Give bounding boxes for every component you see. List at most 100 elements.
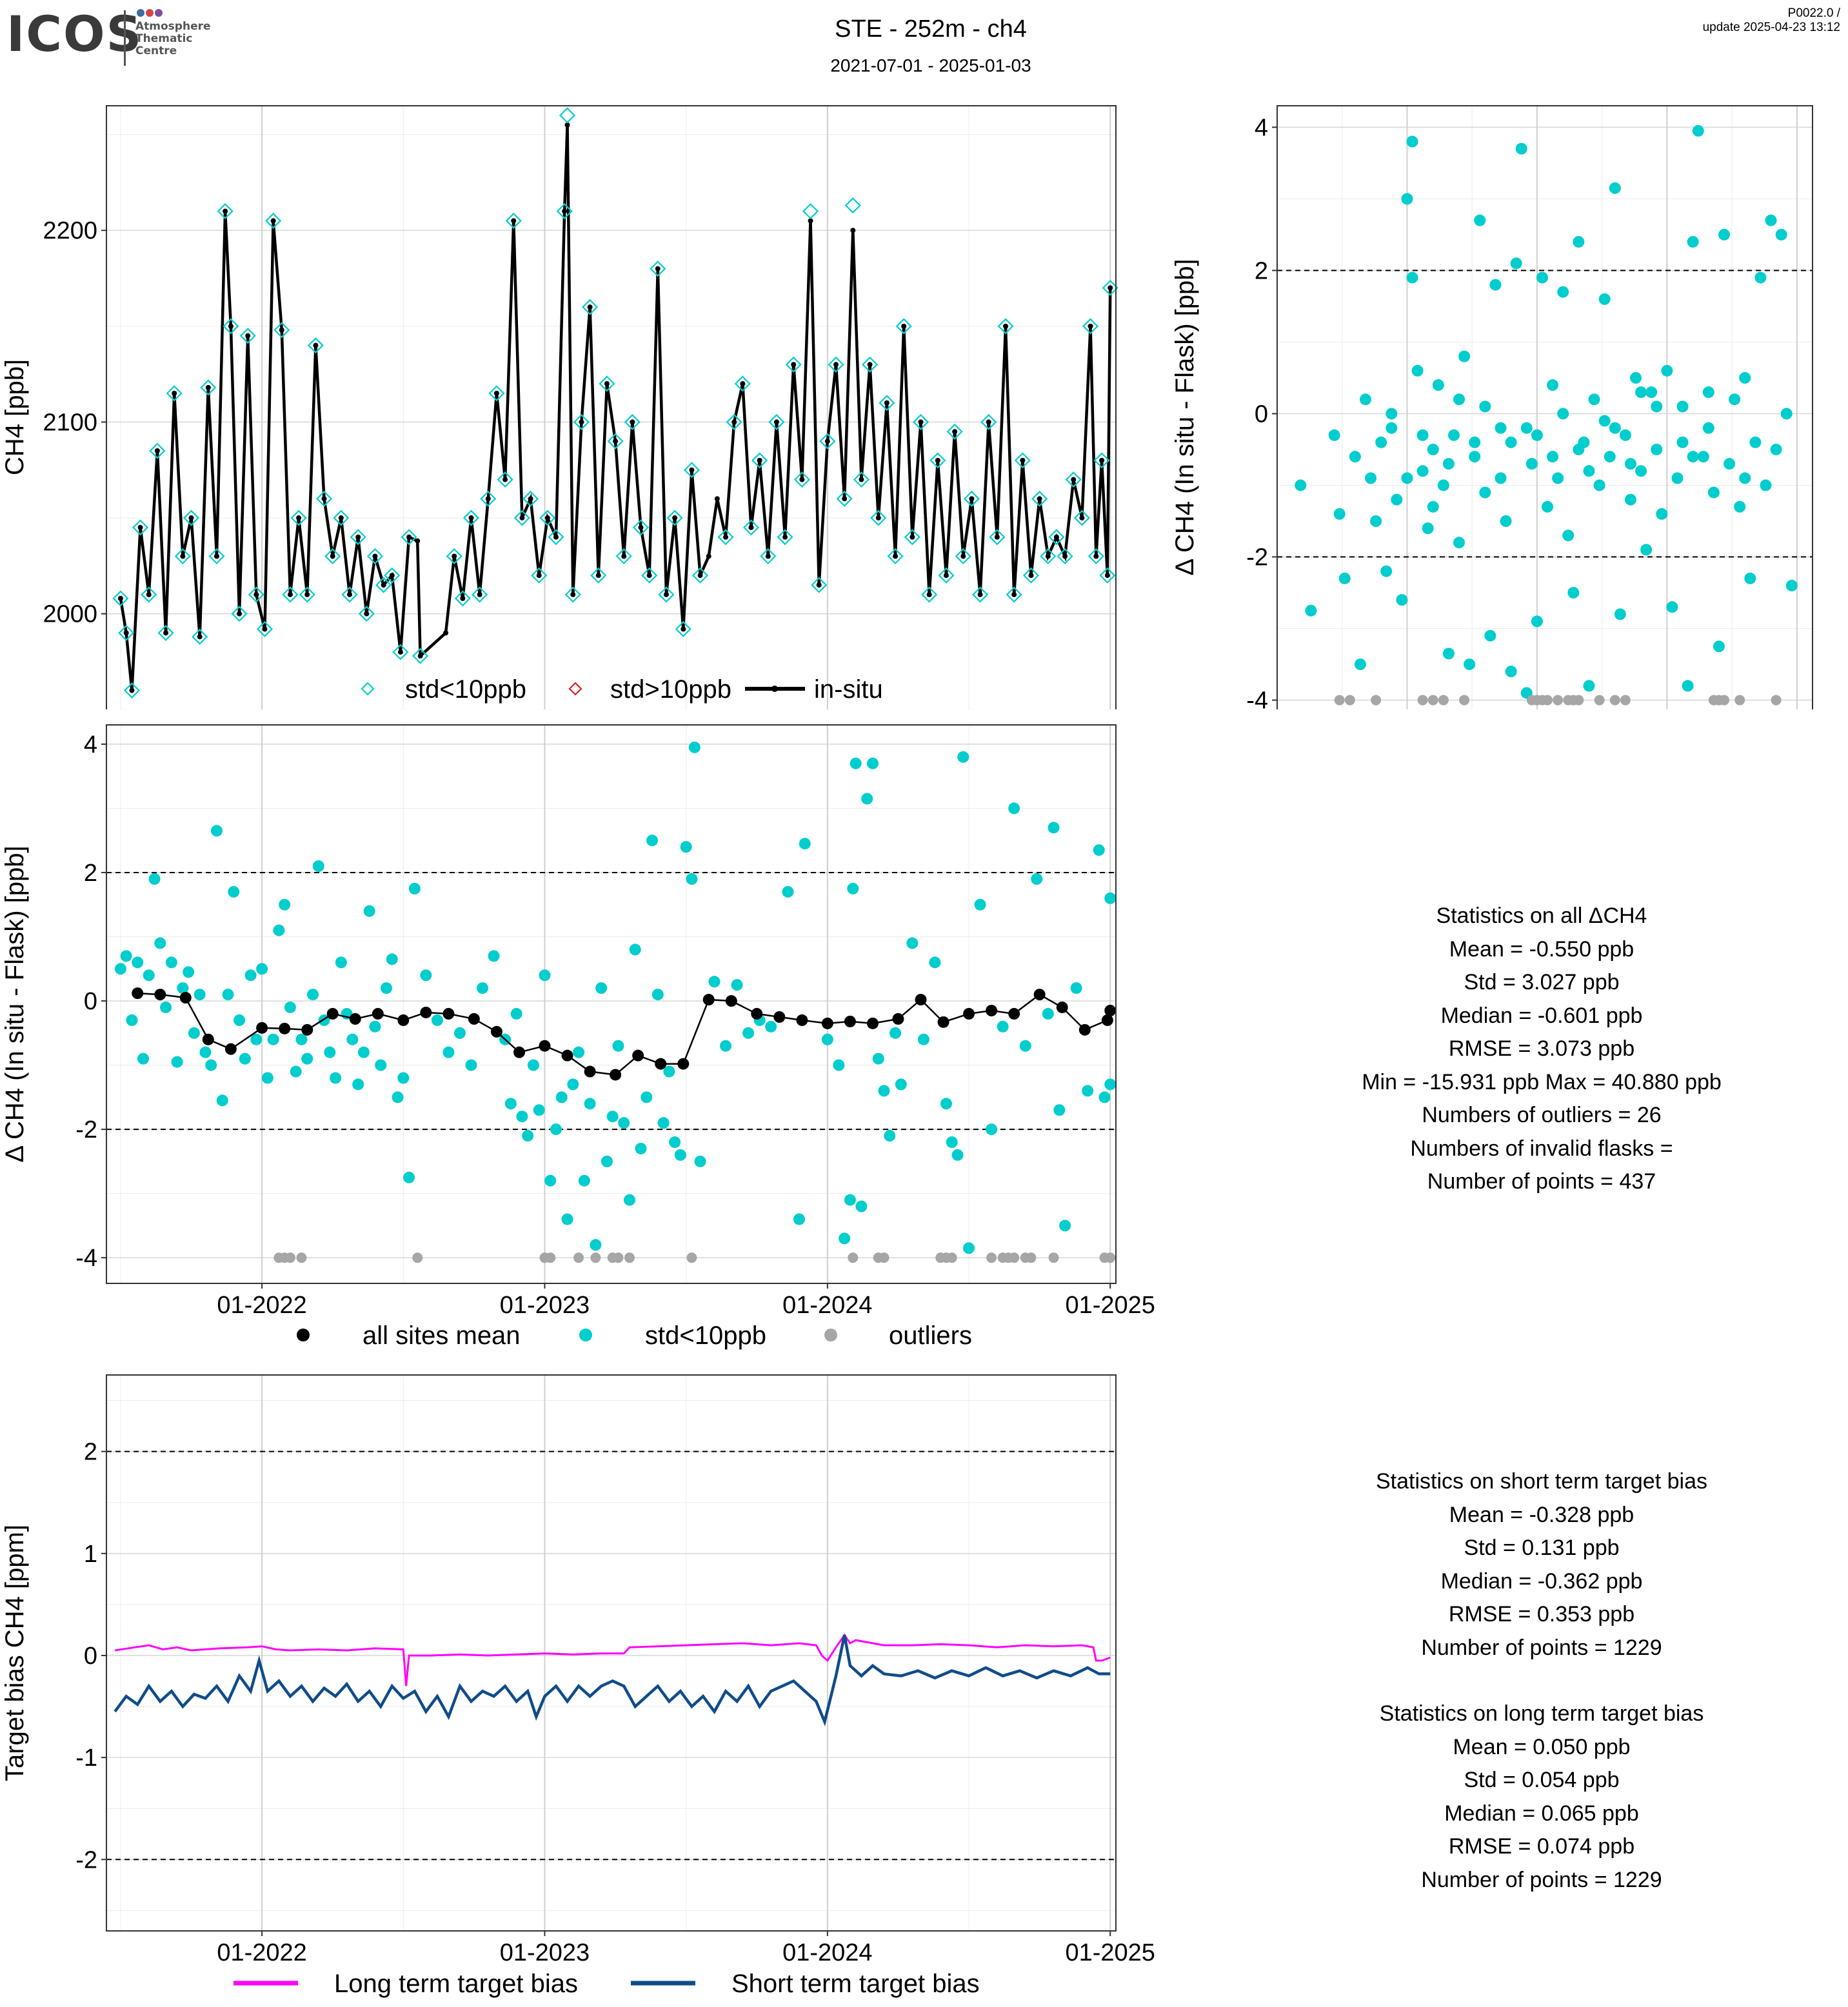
std-below-10-point: [1645, 386, 1658, 399]
y-tick-label: -2: [75, 1116, 97, 1143]
in-situ-point: [926, 591, 932, 597]
outlier-point: [1417, 695, 1428, 706]
std-below-10-point: [1780, 408, 1793, 420]
std-below-10-point: [561, 1213, 573, 1225]
in-situ-point: [468, 515, 474, 521]
std-below-10-marker: [955, 548, 971, 565]
outlier-point: [1553, 695, 1564, 706]
legend-std-above-10-symbol: [568, 682, 582, 696]
std-below-10-point: [194, 989, 206, 1001]
all-sites-mean-point: [702, 994, 715, 1006]
stats-line: Numbers of outliers = 26: [1422, 1103, 1662, 1127]
logo-dot-blue: [137, 9, 144, 17]
std-below-10-marker: [641, 567, 658, 584]
std-below-10-marker: [299, 586, 315, 603]
outlier-point: [1009, 1252, 1020, 1263]
std-below-10-marker: [1102, 279, 1118, 296]
long-term-bias-line: [114, 1633, 1111, 1686]
std-below-10-point: [550, 1123, 562, 1136]
in-situ-point: [330, 553, 335, 559]
stats-line: Number of points = 1229: [1421, 1867, 1662, 1892]
std-below-10-point: [1469, 436, 1481, 448]
update-label: update 2025-04-23 13:12: [1702, 21, 1840, 34]
std-below-10-point: [1531, 615, 1543, 628]
std-below-10-marker: [384, 567, 401, 584]
in-situ-point: [1104, 573, 1110, 578]
std-below-10-marker: [239, 328, 256, 344]
std-below-10-point: [1019, 1040, 1031, 1052]
in-situ-point: [553, 534, 559, 540]
std-below-10-point: [210, 825, 223, 837]
in-situ-point: [417, 653, 423, 659]
logo-dots-icon: [137, 9, 163, 17]
page-title: STE - 252m - ch4: [835, 15, 1027, 43]
stats-line: Mean = -0.550 ppb: [1449, 936, 1634, 962]
std-below-10-marker: [174, 548, 191, 565]
all-sites-mean-point: [279, 1022, 291, 1034]
std-below-10-point: [1484, 629, 1496, 642]
std-below-10-point: [1760, 479, 1772, 491]
in-situ-point: [536, 573, 542, 578]
in-situ-point: [714, 496, 720, 502]
std-below-10-point: [793, 1213, 806, 1225]
std-below-10-point: [330, 1072, 342, 1084]
std-below-10-marker: [412, 648, 429, 664]
std-below-10-point: [1525, 458, 1538, 470]
std-below-10-point: [929, 956, 941, 969]
std-below-10-point: [1697, 451, 1709, 463]
std-below-10-point: [555, 1091, 568, 1103]
in-situ-point: [214, 553, 219, 559]
std-below-10-point: [1770, 443, 1782, 455]
outlier-point: [1573, 695, 1584, 706]
std-below-10-point: [1671, 472, 1684, 484]
std-below-10-marker: [480, 490, 497, 507]
in-situ-point: [253, 591, 259, 597]
in-situ-point: [994, 534, 1000, 540]
plot-border: [1277, 105, 1813, 709]
std-below-10-marker: [1006, 586, 1022, 603]
outlier-point: [1427, 695, 1438, 706]
all-sites-mean-point: [1033, 989, 1046, 1001]
in-situ-point: [1062, 553, 1068, 559]
legend-long-term-label: Long term target bias: [334, 1970, 578, 1998]
std-below-10-point: [1552, 472, 1564, 484]
std-below-10-point: [635, 1142, 647, 1154]
std-below-10-point: [533, 1104, 545, 1116]
stats-line: Std = 0.054 ppb: [1464, 1768, 1620, 1792]
std-below-10-marker: [265, 212, 282, 229]
std-below-10-point: [847, 882, 859, 895]
std-below-10-point: [1082, 1085, 1094, 1097]
outlier-point: [624, 1252, 635, 1263]
in-situ-point: [731, 419, 737, 425]
in-situ-point: [452, 553, 457, 559]
std-below-10-marker: [1093, 452, 1110, 469]
std-below-10-point: [1785, 579, 1798, 591]
in-situ-point: [477, 591, 482, 597]
std-below-10-point: [1692, 124, 1704, 137]
std-below-10-marker: [938, 567, 955, 584]
std-below-10-marker: [929, 452, 946, 469]
std-below-10-point: [386, 953, 398, 965]
legend-in-situ-label: in-situ: [814, 675, 883, 704]
std-below-10-point: [188, 1027, 200, 1039]
y-tick-label: 2: [1255, 257, 1268, 284]
all-sites-mean-point: [725, 995, 737, 1007]
icos-logo: ICOS Atmosphere Thematic Centre: [6, 1, 213, 66]
in-situ-point: [296, 515, 302, 521]
in-situ-point: [833, 362, 839, 368]
std-below-10-point: [1386, 422, 1398, 434]
std-below-10-point: [284, 1001, 296, 1013]
std-below-10-point: [1583, 680, 1595, 692]
in-situ-point: [519, 515, 525, 521]
std-below-10-point: [1744, 572, 1756, 584]
std-below-10-point: [165, 956, 177, 969]
in-situ-point: [123, 630, 129, 636]
y-tick-label: 2: [84, 1439, 97, 1466]
std-below-10-point: [940, 1098, 952, 1110]
std-below-10-marker: [217, 203, 233, 220]
all-sites-mean-point: [397, 1014, 410, 1026]
in-situ-point: [245, 333, 251, 339]
std-below-10-point: [1609, 182, 1621, 194]
std-below-10-point: [742, 1027, 755, 1039]
in-situ-point: [347, 591, 353, 597]
